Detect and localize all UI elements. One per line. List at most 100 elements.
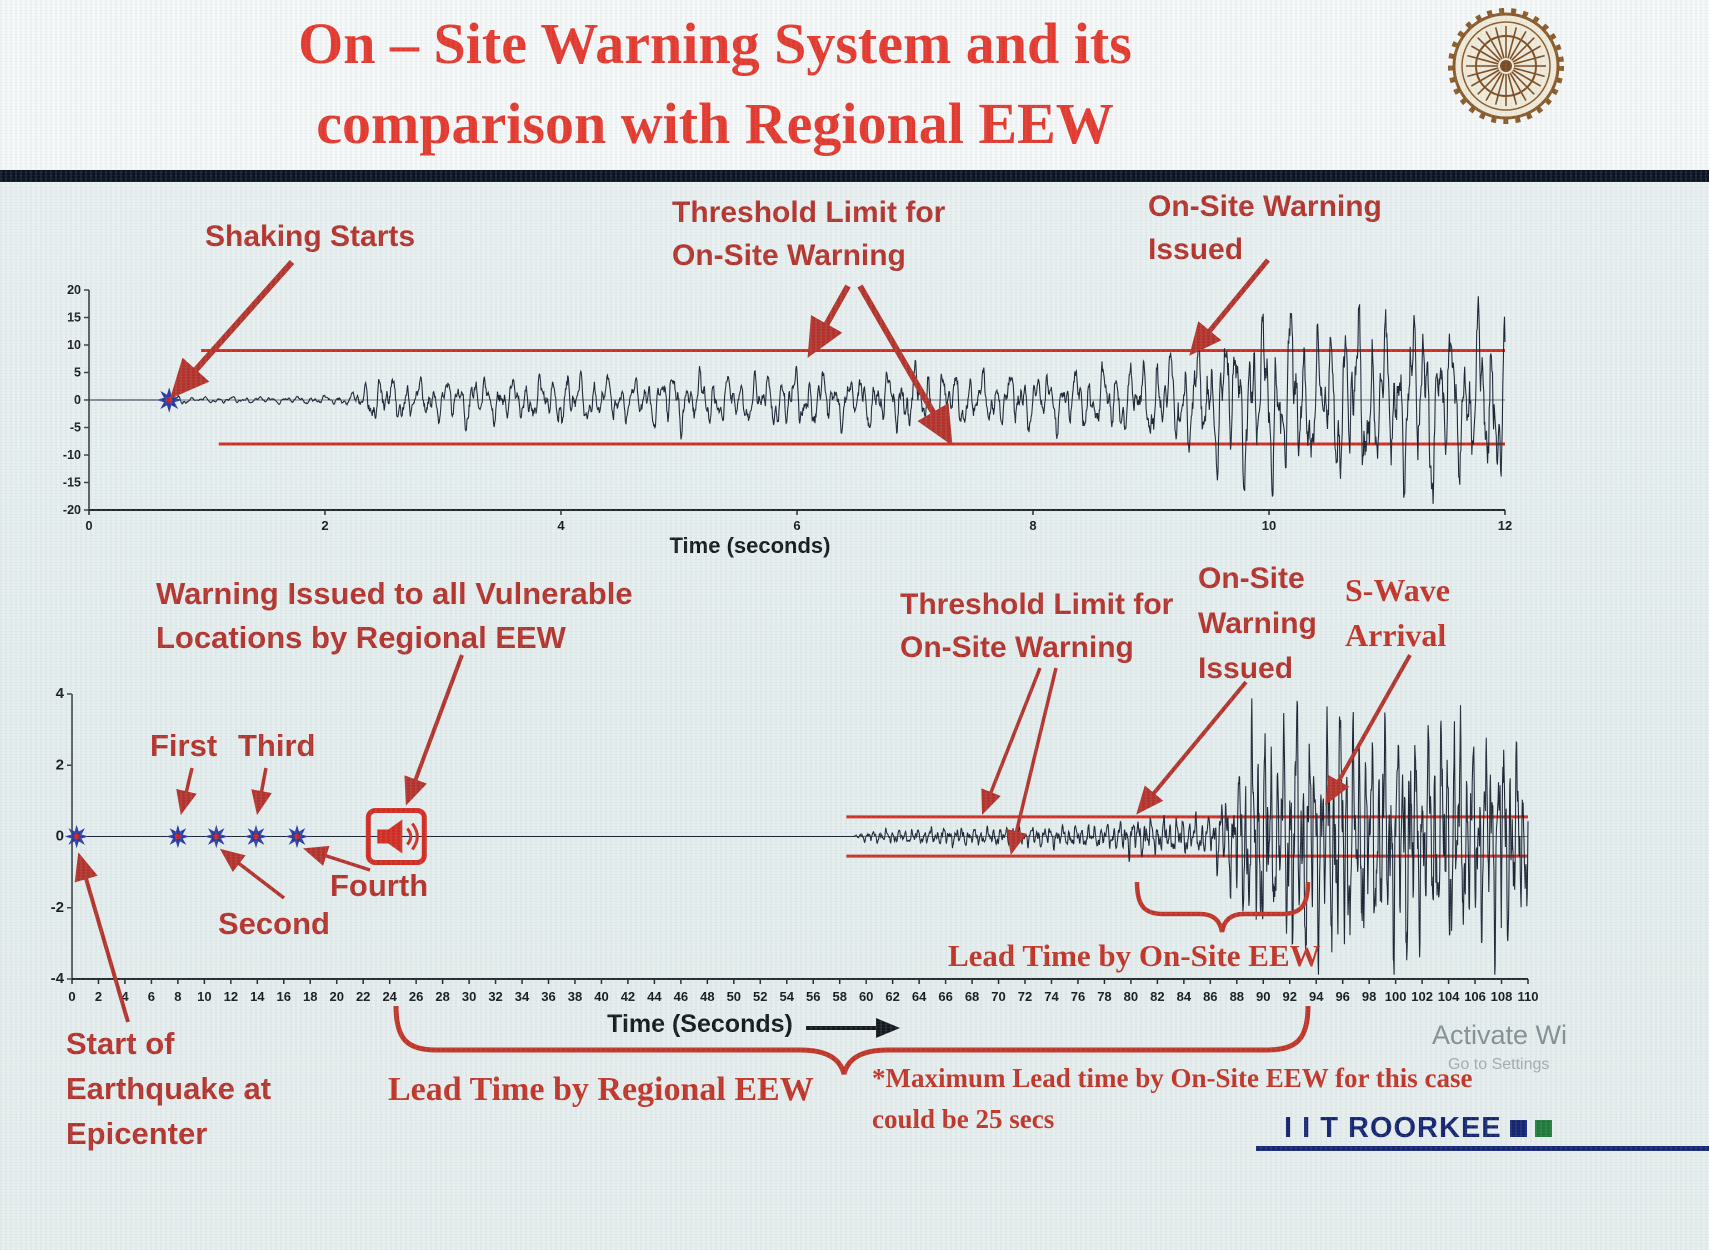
x-tick-label: 8	[1029, 518, 1036, 533]
x-tick-label: 102	[1411, 989, 1433, 1004]
x-tick-label: 40	[594, 989, 608, 1004]
x-tick-label: 72	[1018, 989, 1032, 1004]
x-tick-label: 10	[1262, 518, 1276, 533]
label-threshold-bottom: Threshold Limit for On-Site Warning	[900, 588, 1174, 664]
y-tick-label: 20	[67, 283, 81, 297]
slide-header	[0, 0, 1709, 170]
y-tick-label: -2	[51, 899, 64, 916]
x-tick-label: 68	[965, 989, 979, 1004]
regional-warning-siren-icon	[365, 808, 427, 865]
y-tick-label: -4	[51, 970, 65, 987]
label-threshold-top: Threshold Limit for On-Site Warning	[672, 196, 946, 272]
bottom-chart-xlabel: Time (Seconds)	[607, 1010, 793, 1038]
x-tick-label: 0	[85, 518, 92, 533]
y-tick-label: -5	[70, 421, 81, 435]
x-tick-label: 30	[462, 989, 476, 1004]
x-tick-label: 24	[382, 989, 397, 1004]
brand-square-green	[1534, 1120, 1552, 1137]
x-tick-label: 20	[329, 989, 343, 1004]
label-regional-warning: Warning Issued to all Vulnerable Locatio…	[156, 576, 633, 656]
x-tick-label: 56	[806, 989, 820, 1004]
logo-wheel-hub	[1500, 60, 1512, 72]
x-tick-label: 38	[568, 989, 582, 1004]
label-third: Third	[238, 728, 316, 763]
iit-roorkee-logo	[1448, 8, 1564, 124]
x-tick-label: 98	[1362, 989, 1376, 1004]
x-tick-label: 6	[148, 989, 155, 1004]
x-tick-label: 76	[1071, 989, 1085, 1004]
x-tick-label: 4	[557, 518, 565, 533]
x-tick-label: 64	[912, 989, 927, 1004]
x-tick-label: 16	[277, 989, 291, 1004]
x-tick-label: 86	[1203, 989, 1217, 1004]
label-shaking-starts: Shaking Starts	[205, 220, 416, 253]
y-tick-label: 10	[67, 338, 81, 352]
x-tick-label: 2	[321, 518, 328, 533]
x-tick-label: 74	[1044, 989, 1059, 1004]
activate-windows-watermark: Activate Wi	[1432, 1020, 1568, 1050]
brand-underline	[1256, 1146, 1709, 1151]
x-tick-label: 66	[938, 989, 952, 1004]
x-tick-label: 44	[647, 989, 662, 1004]
label-swave-arrival: S-Wave Arrival	[1345, 572, 1450, 654]
logo-wheel-spokes	[1466, 26, 1546, 106]
label-onsite-warning-issued-bottom: On-Site Warning Issued	[1198, 562, 1317, 685]
x-tick-label: 34	[515, 989, 530, 1004]
brand-square-navy	[1509, 1120, 1527, 1137]
top-chart-xlabel: Time (seconds)	[669, 533, 831, 558]
y-tick-label: 2	[56, 756, 64, 773]
x-tick-label: 82	[1150, 989, 1164, 1004]
slide-title-line1: On – Site Warning System and its	[298, 11, 1132, 76]
x-tick-label: 50	[727, 989, 741, 1004]
x-tick-label: 108	[1491, 989, 1513, 1004]
x-tick-label: 12	[224, 989, 238, 1004]
x-tick-label: 94	[1309, 989, 1324, 1004]
x-tick-label: 18	[303, 989, 317, 1004]
x-tick-label: 8	[174, 989, 181, 1004]
x-tick-label: 90	[1256, 989, 1270, 1004]
x-tick-label: 12	[1498, 518, 1512, 533]
x-tick-label: 80	[1124, 989, 1138, 1004]
x-tick-label: 0	[68, 989, 75, 1004]
x-tick-label: 42	[621, 989, 635, 1004]
x-tick-label: 78	[1097, 989, 1111, 1004]
label-first: First	[150, 728, 218, 763]
y-tick-label: -20	[63, 503, 81, 517]
header-divider	[0, 170, 1709, 182]
x-tick-label: 32	[488, 989, 502, 1004]
logo-gear-ring	[1448, 8, 1564, 124]
x-tick-label: 36	[541, 989, 555, 1004]
x-tick-label: 96	[1335, 989, 1349, 1004]
x-tick-label: 22	[356, 989, 370, 1004]
x-tick-label: 70	[991, 989, 1005, 1004]
x-tick-label: 62	[885, 989, 899, 1004]
seismogram-trace	[72, 698, 1529, 975]
y-tick-label: -10	[63, 448, 81, 462]
y-tick-label: -15	[63, 476, 81, 490]
x-tick-label: 46	[674, 989, 688, 1004]
x-tick-label: 60	[859, 989, 873, 1004]
x-tick-label: 28	[435, 989, 449, 1004]
x-tick-label: 52	[753, 989, 767, 1004]
x-tick-label: 110	[1518, 989, 1539, 1004]
seismogram-trace	[89, 296, 1506, 504]
x-tick-label: 84	[1177, 989, 1192, 1004]
iit-roorkee-wordmark: I I T ROORKEE	[1284, 1112, 1552, 1145]
label-fourth: Fourth	[330, 868, 429, 903]
label-start-epicenter: Start of Earthquake at Epicenter	[66, 1026, 272, 1151]
top-seismogram-chart: -20 -15 -10 -5 0 5 10 15 20 0 2 4 6 8 10 12	[63, 283, 1512, 533]
y-tick-label: 0	[74, 393, 81, 407]
x-tick-label: 106	[1464, 989, 1486, 1004]
slide-title-line2: comparison with Regional EEW	[316, 91, 1114, 157]
x-tick-label: 58	[832, 989, 846, 1004]
y-tick-label: 4	[56, 685, 65, 702]
x-tick-label: 88	[1230, 989, 1244, 1004]
x-tick-label: 54	[780, 989, 795, 1004]
x-tick-label: 4	[121, 989, 129, 1004]
x-tick-label: 2	[95, 989, 102, 1004]
label-onsite-warning-issued-top: On-Site Warning Issued	[1148, 190, 1382, 266]
x-tick-label: 104	[1438, 989, 1460, 1004]
x-tick-label: 14	[250, 989, 265, 1004]
y-tick-label: 15	[67, 311, 81, 325]
